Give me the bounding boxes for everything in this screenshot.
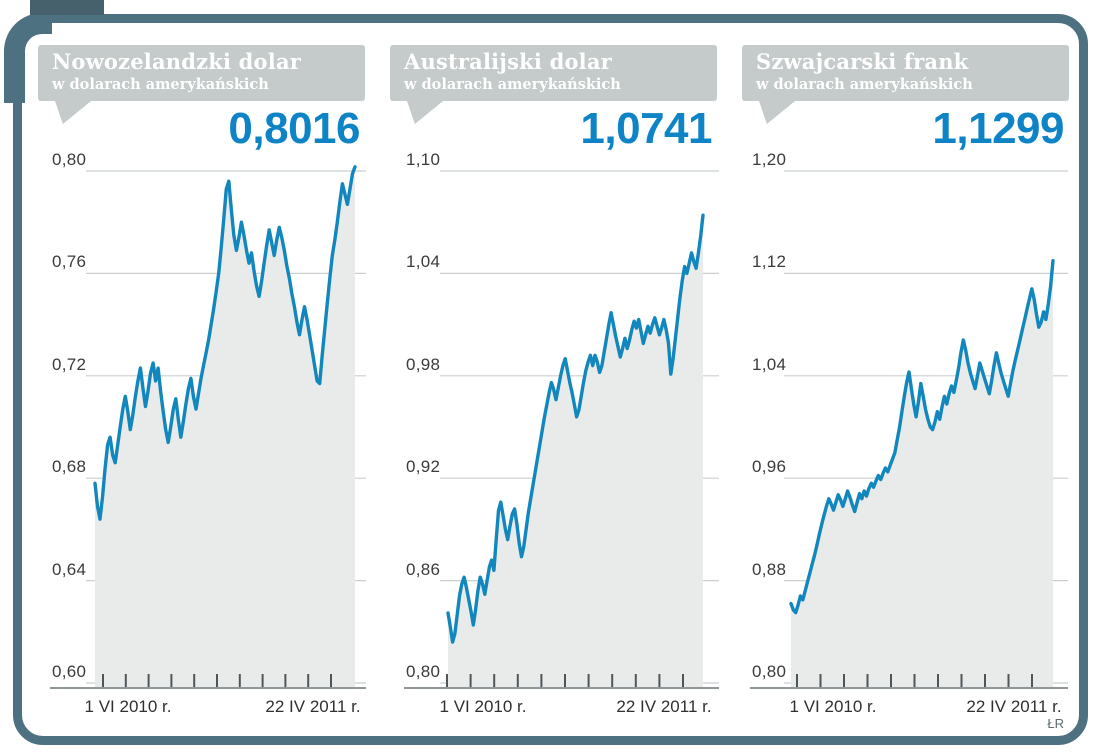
y-axis-label: 0,64 bbox=[52, 559, 87, 579]
chart-subtitle: w dolarach amerykańskich bbox=[756, 76, 973, 93]
x-axis-label: 22 IV 2011 r. bbox=[265, 697, 361, 716]
x-axis-label: 1 VI 2010 r. bbox=[789, 697, 877, 716]
y-axis-label: 0,76 bbox=[52, 252, 87, 272]
panel-header-bubble: Szwajcarski frank w dolarach amerykański… bbox=[742, 45, 1069, 101]
x-axis-label: 22 IV 2011 r. bbox=[616, 697, 712, 716]
chart-title: Szwajcarski frank bbox=[756, 49, 969, 74]
y-axis-label: 0,72 bbox=[52, 354, 87, 374]
frame-top-tab bbox=[30, 0, 104, 15]
current-rate-value: 1,0741 bbox=[580, 104, 712, 153]
y-axis-label: 0,68 bbox=[52, 457, 87, 477]
chart-subtitle: w dolarach amerykańskich bbox=[404, 76, 621, 93]
y-axis-label: 0,92 bbox=[406, 457, 441, 477]
current-rate-value: 1,1299 bbox=[932, 104, 1064, 153]
bubble-tail bbox=[759, 101, 795, 124]
y-axis-label: 0,80 bbox=[52, 150, 87, 169]
panel-chf: Szwajcarski frank w dolarach amerykański… bbox=[742, 0, 1072, 754]
panel-nzd: Nowozelandzki dolar w dolarach amerykańs… bbox=[38, 0, 368, 754]
current-rate-value: 0,8016 bbox=[228, 104, 360, 153]
panel-aud: Australijski dolar w dolarach amerykańsk… bbox=[390, 0, 720, 754]
panel-header-bubble: Australijski dolar w dolarach amerykańsk… bbox=[390, 45, 717, 101]
y-axis-label: 0,86 bbox=[406, 559, 441, 579]
x-axis-label: 1 VI 2010 r. bbox=[439, 697, 527, 716]
y-axis-label: 0,96 bbox=[752, 457, 787, 477]
chart-title: Nowozelandzki dolar bbox=[52, 49, 302, 74]
chart-title: Australijski dolar bbox=[404, 49, 612, 74]
y-axis-label: 1,04 bbox=[406, 252, 441, 272]
bubble-tail bbox=[55, 101, 91, 124]
y-axis-label: 0,88 bbox=[752, 559, 787, 579]
x-axis-label: 1 VI 2010 r. bbox=[84, 697, 172, 716]
y-axis-label: 0,80 bbox=[752, 662, 787, 681]
y-axis-label: 1,04 bbox=[752, 354, 787, 374]
y-axis-label: 1,10 bbox=[406, 150, 441, 169]
author-initials: ŁR bbox=[1047, 716, 1064, 731]
bubble-tail bbox=[407, 101, 443, 124]
y-axis-label: 1,12 bbox=[752, 252, 787, 272]
y-axis-label: 0,98 bbox=[406, 354, 441, 374]
y-axis-label: 1,20 bbox=[752, 150, 787, 169]
chart-subtitle: w dolarach amerykańskich bbox=[52, 76, 269, 93]
y-axis-label: 0,80 bbox=[406, 662, 441, 681]
x-axis-label: 22 IV 2011 r. bbox=[966, 697, 1062, 716]
y-axis-label: 0,60 bbox=[52, 662, 87, 681]
panel-header-bubble: Nowozelandzki dolar w dolarach amerykańs… bbox=[38, 45, 365, 101]
